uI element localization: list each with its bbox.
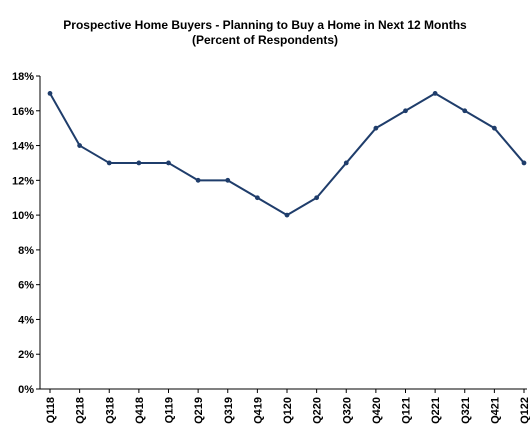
- data-point: [314, 195, 320, 201]
- x-tick-label: Q418: [134, 397, 146, 424]
- series-line: [49, 92, 525, 217]
- x-tick-label: Q318: [104, 397, 116, 424]
- data-point: [403, 108, 408, 114]
- y-tick-label: 4%: [18, 314, 34, 326]
- data-point: [521, 160, 527, 166]
- x-tick-label: Q421: [489, 397, 501, 424]
- x-tick-label: Q118: [45, 397, 57, 423]
- x-tick-label: Q321: [460, 397, 472, 424]
- x-tick-label: Q320: [341, 397, 353, 424]
- data-point: [166, 160, 171, 166]
- data-point: [195, 177, 201, 183]
- x-tick-label: Q221: [430, 397, 442, 424]
- data-point: [462, 108, 468, 114]
- data-point: [106, 160, 112, 166]
- x-tick-label: Q121: [401, 397, 413, 424]
- data-point: [432, 90, 438, 96]
- y-tick-label: 6%: [18, 280, 34, 292]
- y-tick-label: 12%: [12, 175, 34, 187]
- data-point: [373, 125, 379, 131]
- data-point: [343, 160, 349, 166]
- data-point: [47, 90, 53, 96]
- y-tick-label: 16%: [12, 106, 34, 118]
- x-tick-label: Q220: [312, 397, 324, 424]
- x-tick-label: Q319: [223, 397, 235, 424]
- x-tick-label: Q420: [371, 397, 383, 424]
- data-point: [254, 195, 260, 201]
- x-tick-label: Q419: [252, 397, 264, 424]
- data-point: [284, 212, 290, 218]
- x-tick-label: Q119: [164, 397, 176, 423]
- x-tick-label: Q122: [519, 397, 530, 424]
- x-tick-label: Q120: [282, 397, 294, 424]
- y-tick-label: 2%: [18, 349, 34, 361]
- y-tick-label: 14%: [12, 141, 34, 153]
- chart-subtitle: (Percent of Respondents): [191, 33, 338, 47]
- data-point: [136, 160, 142, 166]
- data-point: [225, 177, 231, 183]
- y-tick-label: 8%: [18, 245, 34, 257]
- data-point: [491, 125, 497, 131]
- x-tick-label: Q219: [193, 397, 205, 424]
- chart-title-block: Prospective Home Buyers - Planning to Bu…: [0, 18, 530, 48]
- y-tick-label: 18%: [12, 71, 34, 83]
- chart-title: Prospective Home Buyers - Planning to Bu…: [63, 18, 467, 32]
- y-tick-label: 10%: [12, 210, 34, 222]
- y-tick-label: 0%: [18, 384, 34, 396]
- x-tick-label: Q218: [75, 397, 87, 424]
- data-point: [77, 143, 83, 148]
